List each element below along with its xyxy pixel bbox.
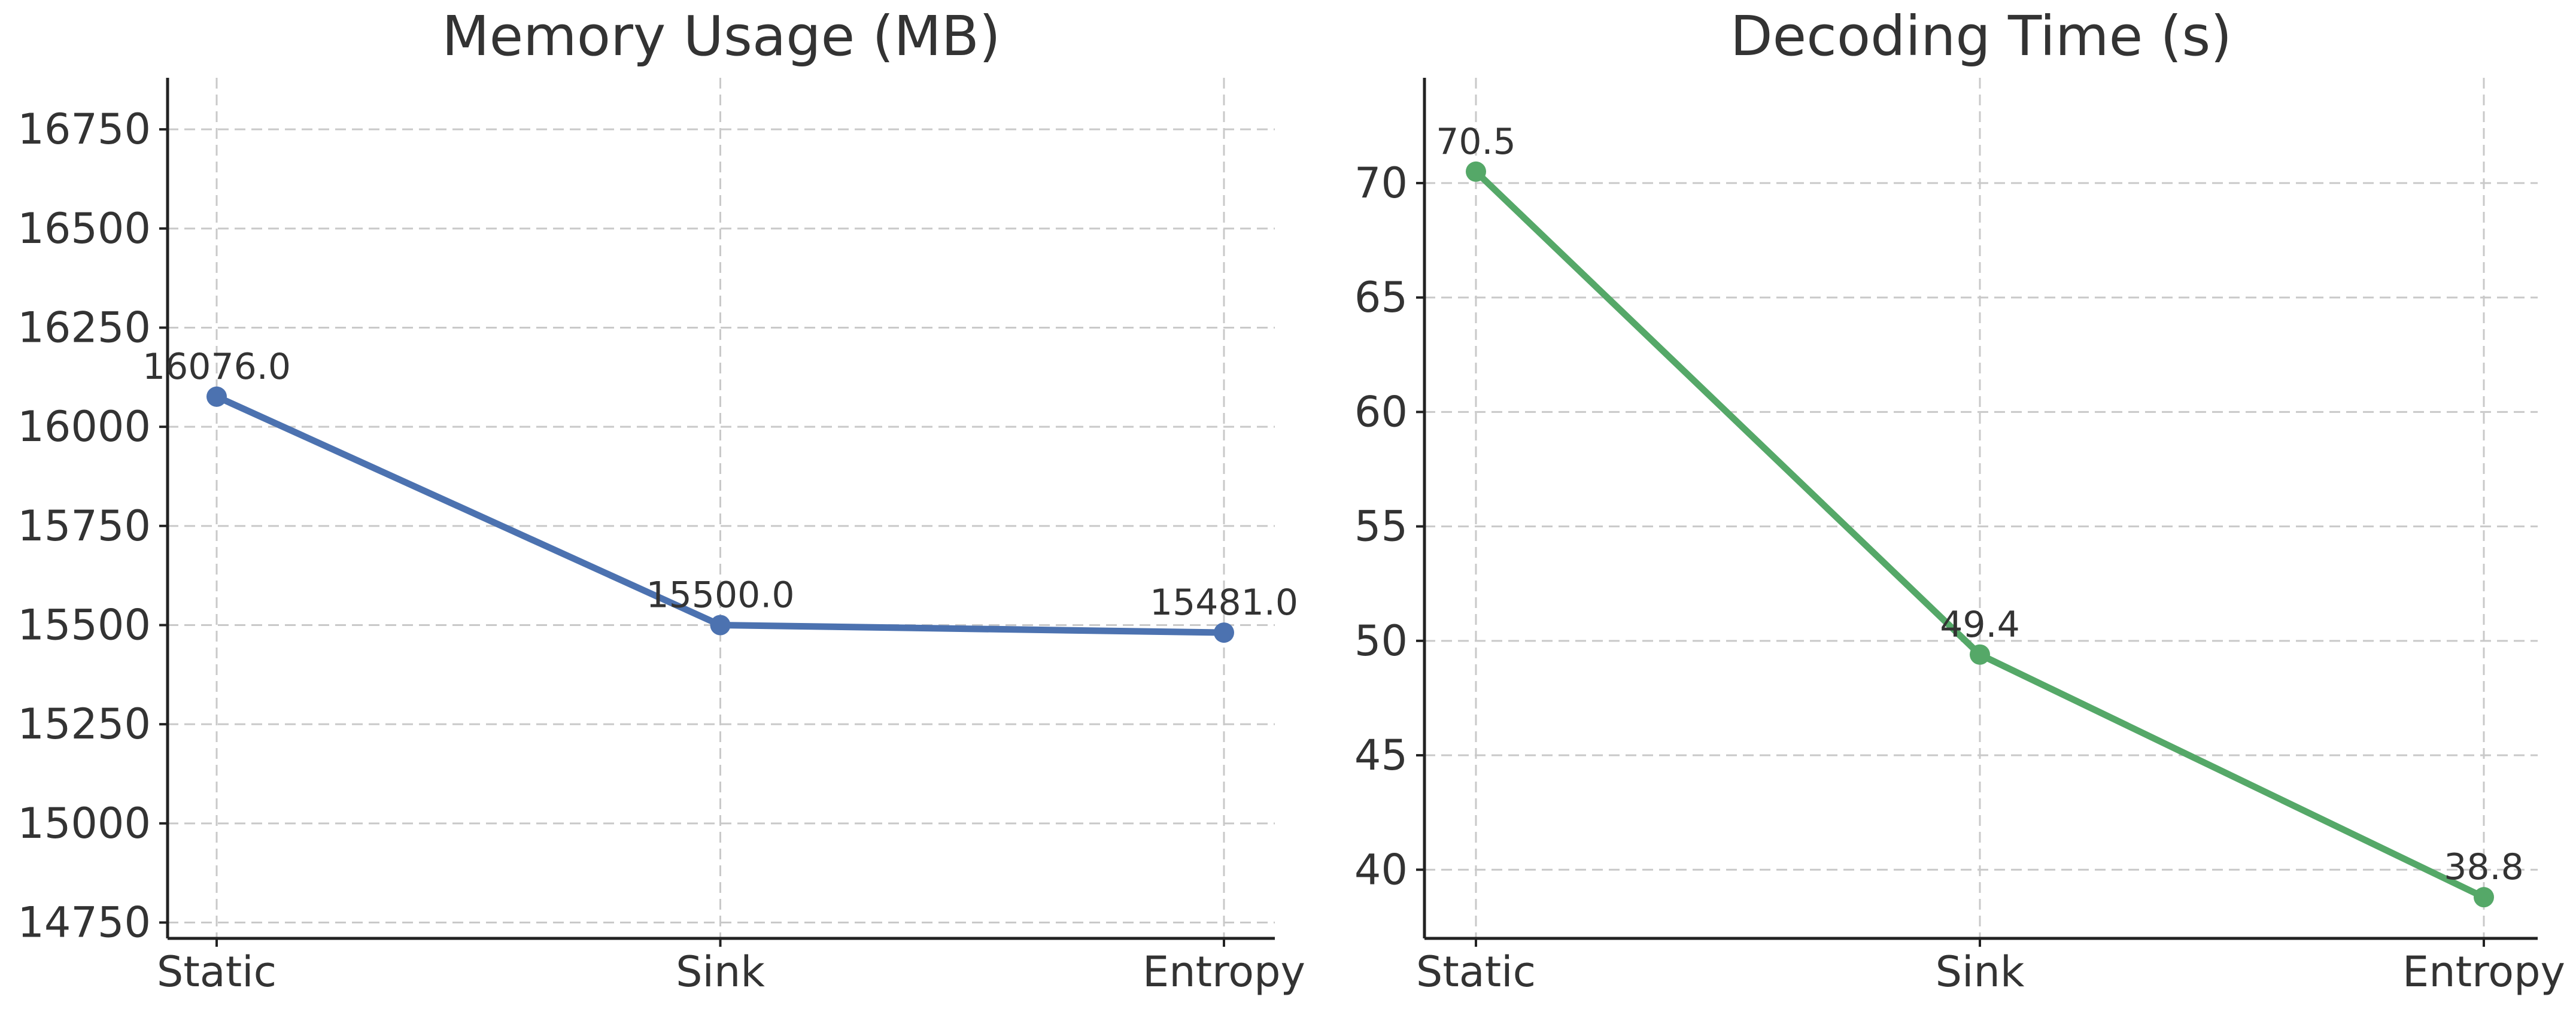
memory-xtick-label: Sink — [676, 947, 765, 996]
memory-usage-chart: 14750 15000 15250 15500 15750 16000 16250 16500… — [17, 4, 1305, 996]
memory-data-point — [1214, 622, 1234, 643]
memory-ytick-label: 16750 — [17, 105, 151, 154]
decoding-ytick-label: 65 — [1354, 273, 1408, 322]
decoding-data-point — [1466, 161, 1486, 182]
memory-chart-title: Memory Usage (MB) — [442, 4, 1001, 68]
decoding-xtick-label: Static — [1416, 947, 1536, 996]
decoding-data-point — [1970, 644, 1990, 665]
memory-data-point — [206, 386, 227, 407]
decoding-time-chart: 40 45 50 55 60 65 70 Static Sink Entropy Decoding … — [1354, 4, 2565, 996]
memory-ytick-label: 15250 — [17, 700, 151, 749]
decoding-ytick-label: 40 — [1354, 845, 1408, 894]
decoding-xtick-label: Sink — [1936, 947, 2025, 996]
decoding-ytick-label: 45 — [1354, 731, 1408, 780]
memory-ytick-label: 16000 — [17, 402, 151, 451]
decoding-data-label: 70.5 — [1436, 121, 1516, 163]
memory-data-label: 15500.0 — [646, 574, 794, 616]
memory-ytick-label: 14750 — [17, 898, 151, 947]
decoding-ytick-label: 55 — [1354, 502, 1408, 551]
memory-xtick-label: Static — [157, 947, 277, 996]
decoding-data-point — [2474, 887, 2494, 908]
memory-data-point — [710, 615, 731, 636]
decoding-ytick-label: 70 — [1354, 159, 1408, 208]
decoding-ytick-label: 50 — [1354, 616, 1408, 665]
memory-ytick-label: 15500 — [17, 600, 151, 649]
decoding-xtick-label: Entropy — [2402, 947, 2565, 996]
decoding-data-label: 49.4 — [1940, 604, 2020, 646]
memory-data-label: 16076.0 — [142, 346, 291, 388]
memory-data-label: 15481.0 — [1150, 582, 1298, 624]
decoding-chart-title: Decoding Time (s) — [1730, 4, 2232, 68]
memory-xtick-label: Entropy — [1143, 947, 1305, 996]
decoding-ytick-label: 60 — [1354, 387, 1408, 436]
memory-ytick-label: 16500 — [17, 204, 151, 253]
decoding-data-label: 38.8 — [2444, 846, 2524, 888]
memory-ytick-label: 15000 — [17, 799, 151, 848]
memory-ytick-label: 15750 — [17, 502, 151, 551]
memory-ytick-label: 16250 — [17, 303, 151, 352]
